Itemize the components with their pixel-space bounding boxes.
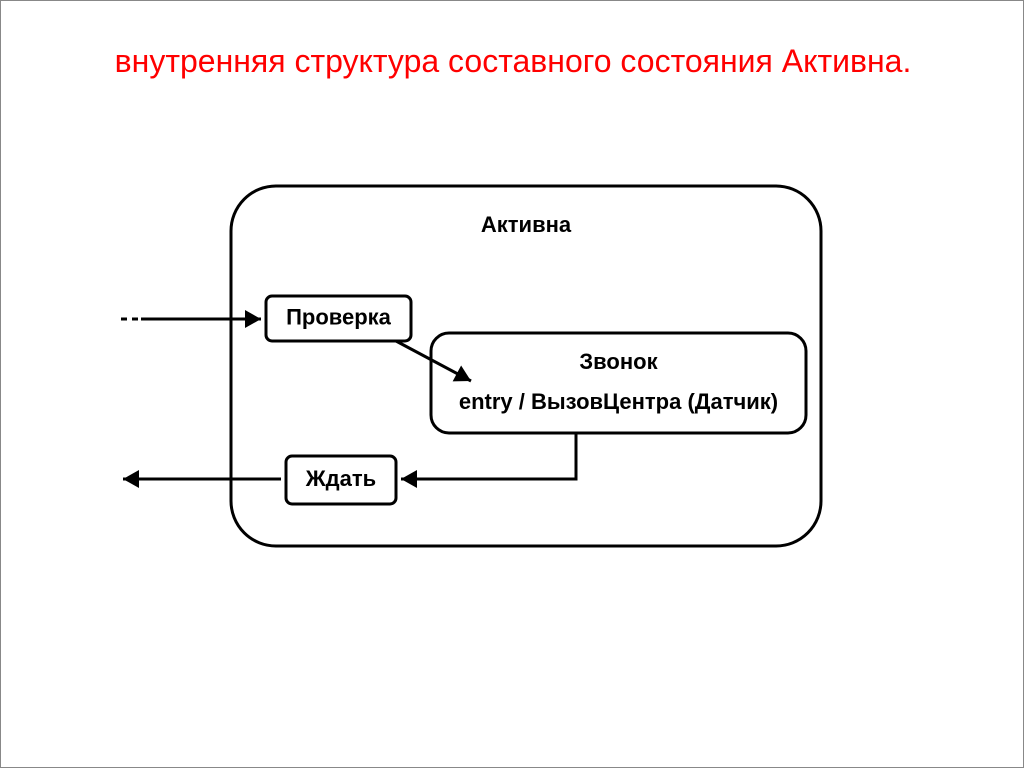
arrow-head-icon	[123, 470, 139, 488]
state-check-label: Проверка	[286, 304, 392, 329]
arrow-head-icon	[401, 470, 417, 488]
slide: внутренняя структура составного состояни…	[0, 0, 1024, 768]
arrow-head-icon	[245, 310, 261, 328]
state-diagram: Активна Проверка Звонок entry / ВызовЦентра…	[1, 1, 1024, 769]
state-call-label: entry / ВызовЦентра (Датчик)	[459, 389, 778, 414]
composite-state-label: Активна	[481, 212, 572, 237]
edge-call-to-wait	[401, 433, 576, 479]
state-call-label: Звонок	[579, 349, 658, 374]
state-wait-label: Ждать	[305, 466, 376, 491]
